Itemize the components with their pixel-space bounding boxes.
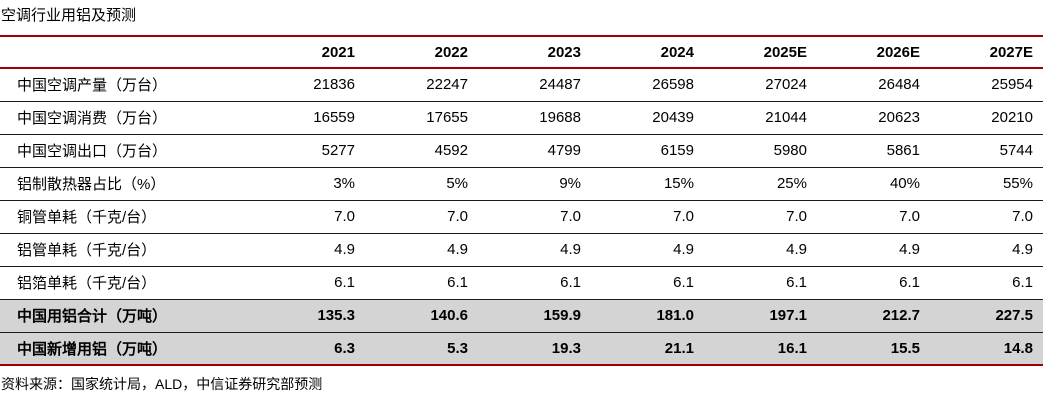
cell-value: 4.9 [930,233,1043,267]
cell-value: 6.1 [704,266,817,300]
cell-value: 5861 [817,134,930,168]
cell-value: 135.3 [252,299,365,333]
aluminum-forecast-table: 2021 2022 2023 2024 2025E 2026E 2027E 中国… [0,35,1043,366]
row-label: 铜管单耗（千克/台） [0,200,252,234]
cell-value: 7.0 [930,200,1043,234]
cell-value: 181.0 [591,299,704,333]
row-label: 铝管单耗（千克/台） [0,233,252,267]
table-row-aluminum-tube-unit-use: 铝管单耗（千克/台） 4.9 4.9 4.9 4.9 4.9 4.9 4.9 [0,233,1043,267]
cell-value: 40% [817,167,930,201]
cell-value: 9% [478,167,591,201]
cell-value: 159.9 [478,299,591,333]
cell-value: 20210 [930,101,1043,135]
data-source-note: 资料来源：国家统计局，ALD，中信证券研究部预测 [1,376,323,392]
cell-value: 4.9 [591,233,704,267]
cell-value: 6.1 [365,266,478,300]
table-header: 2021 2022 2023 2024 2025E 2026E 2027E [0,36,1043,69]
cell-value: 6.1 [478,266,591,300]
table-row-export: 中国空调出口（万台） 5277 4592 4799 6159 5980 5861… [0,134,1043,168]
header-row: 2021 2022 2023 2024 2025E 2026E 2027E [0,36,1043,69]
cell-value: 6.3 [252,332,365,365]
header-year: 2026E [817,36,930,69]
cell-value: 7.0 [704,200,817,234]
cell-value: 20623 [817,101,930,135]
cell-value: 5980 [704,134,817,168]
cell-value: 16.1 [704,332,817,365]
header-year: 2023 [478,36,591,69]
cell-value: 4799 [478,134,591,168]
cell-value: 55% [930,167,1043,201]
table-body: 中国空调产量（万台） 21836 22247 24487 26598 27024… [0,68,1043,365]
header-year: 2024 [591,36,704,69]
header-label-cell [0,36,252,69]
row-label: 中国新增用铝（万吨） [0,332,252,365]
cell-value: 21836 [252,68,365,102]
cell-value: 4.9 [252,233,365,267]
header-year: 2027E [930,36,1043,69]
cell-value: 5% [365,167,478,201]
cell-value: 26598 [591,68,704,102]
cell-value: 212.7 [817,299,930,333]
header-year: 2021 [252,36,365,69]
cell-value: 227.5 [930,299,1043,333]
cell-value: 4.9 [478,233,591,267]
header-year: 2022 [365,36,478,69]
cell-value: 4.9 [817,233,930,267]
cell-value: 5744 [930,134,1043,168]
table-row-consumption: 中国空调消费（万台） 16559 17655 19688 20439 21044… [0,101,1043,135]
cell-value: 19688 [478,101,591,135]
cell-value: 4.9 [704,233,817,267]
cell-value: 22247 [365,68,478,102]
table-row-total-aluminum-use: 中国用铝合计（万吨） 135.3 140.6 159.9 181.0 197.1… [0,299,1043,333]
row-label: 中国用铝合计（万吨） [0,299,252,333]
cell-value: 15% [591,167,704,201]
table-row-copper-tube-unit-use: 铜管单耗（千克/台） 7.0 7.0 7.0 7.0 7.0 7.0 7.0 [0,200,1043,234]
row-label: 中国空调消费（万台） [0,101,252,135]
cell-value: 7.0 [591,200,704,234]
cell-value: 6.1 [930,266,1043,300]
cell-value: 21044 [704,101,817,135]
cell-value: 197.1 [704,299,817,333]
cell-value: 5277 [252,134,365,168]
cell-value: 26484 [817,68,930,102]
cell-value: 21.1 [591,332,704,365]
cell-value: 3% [252,167,365,201]
cell-value: 19.3 [478,332,591,365]
cell-value: 14.8 [930,332,1043,365]
row-label: 铝制散热器占比（%） [0,167,252,201]
cell-value: 20439 [591,101,704,135]
cell-value: 7.0 [478,200,591,234]
cell-value: 17655 [365,101,478,135]
cell-value: 25% [704,167,817,201]
cell-value: 5.3 [365,332,478,365]
row-label: 中国空调产量（万台） [0,68,252,102]
cell-value: 4.9 [365,233,478,267]
cell-value: 6159 [591,134,704,168]
cell-value: 4592 [365,134,478,168]
cell-value: 16559 [252,101,365,135]
row-label: 中国空调出口（万台） [0,134,252,168]
cell-value: 25954 [930,68,1043,102]
row-label: 铝箔单耗（千克/台） [0,266,252,300]
table-row-aluminum-foil-unit-use: 铝箔单耗（千克/台） 6.1 6.1 6.1 6.1 6.1 6.1 6.1 [0,266,1043,300]
cell-value: 7.0 [817,200,930,234]
cell-value: 140.6 [365,299,478,333]
cell-value: 6.1 [591,266,704,300]
cell-value: 7.0 [365,200,478,234]
table-row-incremental-aluminum-use: 中国新增用铝（万吨） 6.3 5.3 19.3 21.1 16.1 15.5 1… [0,332,1043,365]
table-row-production: 中国空调产量（万台） 21836 22247 24487 26598 27024… [0,68,1043,102]
table-row-aluminum-radiator-ratio: 铝制散热器占比（%） 3% 5% 9% 15% 25% 40% 55% [0,167,1043,201]
cell-value: 15.5 [817,332,930,365]
cell-value: 27024 [704,68,817,102]
cell-value: 6.1 [817,266,930,300]
cell-value: 7.0 [252,200,365,234]
cell-value: 24487 [478,68,591,102]
header-year: 2025E [704,36,817,69]
cell-value: 6.1 [252,266,365,300]
table-title: 空调行业用铝及预测 [1,7,137,24]
